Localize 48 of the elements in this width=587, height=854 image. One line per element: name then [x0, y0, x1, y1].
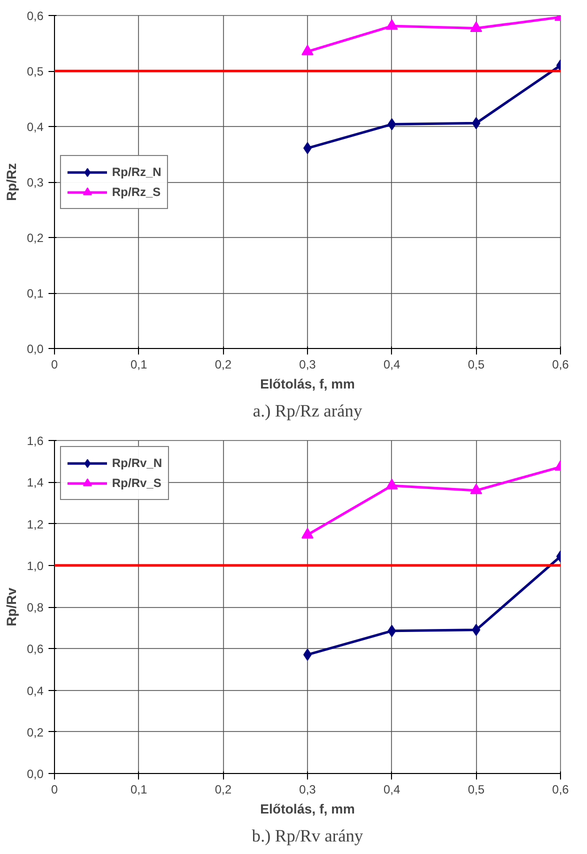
y-tick-label: 1,6 [26, 434, 44, 448]
y-tick-label: 0,0 [26, 342, 44, 356]
point [302, 528, 314, 538]
point [303, 142, 312, 154]
y-tick-label: 1,4 [26, 476, 44, 490]
y-tick-label: 0,8 [26, 600, 44, 614]
y-tick-label: 0,2 [26, 231, 44, 245]
x-tick-label: 0 [51, 358, 58, 372]
y-tick-label: 0,0 [26, 767, 44, 781]
text: a.) Rp/Rz arány [252, 402, 362, 420]
x-tick-label: 0 [51, 782, 58, 796]
y-tick-label: 0,1 [26, 286, 44, 300]
x-tick-label: 0,3 [299, 782, 316, 796]
legend-label: Rp/Rv_N [112, 456, 162, 470]
y-tick-label: 0,4 [26, 120, 44, 134]
x-tick-label: 0,6 [552, 358, 570, 372]
x-tick-label: 0,2 [214, 358, 232, 372]
y-tick-label: 0,5 [26, 64, 44, 78]
x-axis-title: Előtolás, f, mm [260, 802, 356, 816]
y-tick-label: 0,4 [26, 684, 44, 698]
point [470, 484, 482, 494]
x-axis-title: Előtolás, f, mm [260, 376, 356, 392]
x-tick-label: 0,1 [130, 782, 148, 796]
y-tick-label: 1,2 [26, 517, 44, 532]
text: b.) Rp/Rv arány [252, 826, 364, 846]
x-tick-label: 0,4 [383, 782, 400, 796]
point [386, 19, 398, 30]
y-tick-label: 0,6 [26, 9, 44, 23]
point [470, 21, 482, 32]
point [303, 648, 312, 661]
legend-label: Rp/Rv_S [112, 476, 162, 490]
x-tick-label: 0,4 [383, 358, 400, 372]
y-axis-title: Rp/Rv [4, 587, 19, 626]
point [386, 478, 398, 490]
x-tick-label: 0,1 [130, 358, 148, 372]
y-axis-title: Rp/Rz [4, 162, 19, 201]
x-tick-label: 0,2 [214, 782, 232, 796]
x-tick-label: 0,5 [468, 358, 485, 372]
legend-label: Rp/Rz_N [112, 164, 162, 178]
legend-label: Rp/Rz_S [112, 184, 161, 198]
x-tick-label: 0,5 [468, 782, 485, 796]
point [302, 44, 314, 56]
y-tick-label: 0,3 [26, 176, 44, 190]
x-tick-label: 0,3 [299, 358, 316, 372]
y-tick-label: 0,2 [26, 725, 44, 740]
y-tick-label: 0,6 [26, 642, 44, 656]
x-tick-label: 0,6 [552, 782, 570, 796]
y-tick-label: 1,0 [26, 558, 44, 573]
